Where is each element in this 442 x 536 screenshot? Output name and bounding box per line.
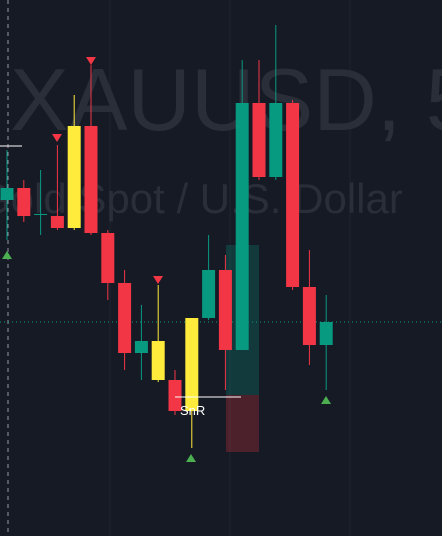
candle-body: [218, 270, 232, 350]
candle-body: [0, 188, 14, 200]
candle-body: [252, 103, 266, 177]
candle-body: [67, 126, 81, 228]
candle-body: [302, 287, 316, 345]
candle-body: [151, 341, 165, 380]
sell-signal: [52, 134, 62, 142]
candle-body: [134, 341, 148, 353]
candle-body: [34, 214, 48, 215]
candle-body: [185, 318, 199, 411]
candle-body: [202, 270, 216, 318]
candle-body: [50, 216, 64, 228]
buy-signal: [186, 454, 196, 462]
candle-body: [84, 126, 98, 233]
buy-signal: [2, 251, 12, 259]
candle-body: [235, 103, 249, 350]
candle-body: [319, 322, 333, 345]
watermark: XAUUSD, 5: [10, 50, 442, 149]
candle-body: [101, 233, 115, 283]
zone-lower: [226, 395, 259, 452]
signals: [2, 57, 331, 462]
candle-body: [168, 380, 182, 411]
buy-signal: [321, 396, 331, 404]
sell-signal: [153, 276, 163, 284]
sell-signal: [86, 57, 96, 65]
candle-body: [286, 103, 300, 287]
marks: SnR: [0, 25, 442, 452]
candle-body: [17, 188, 31, 216]
watermark-subtitle: Gold Spot / U.S. Dollar: [0, 175, 403, 222]
snr-label: SnR: [180, 403, 205, 418]
candle-body: [269, 103, 283, 177]
candle-body: [118, 283, 132, 353]
